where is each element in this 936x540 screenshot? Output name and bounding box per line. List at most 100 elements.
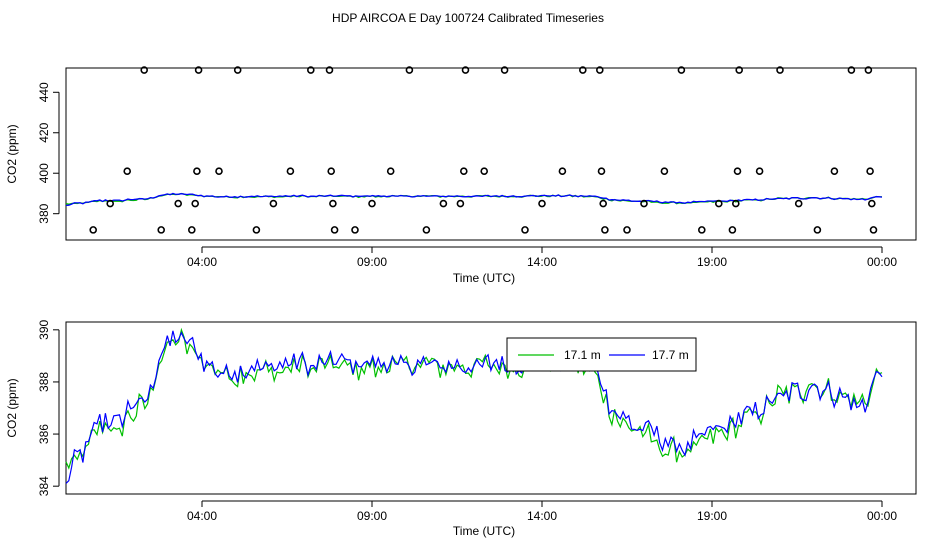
panel-bottom-x-tick-label: 09:00 [357,509,387,523]
calibration-point [677,66,686,74]
calibration-point [422,226,431,234]
calibration-point [733,167,742,175]
calibration-point [193,167,201,175]
calibration-point [538,199,546,208]
calibration-point [597,167,606,175]
calibration-point [194,66,203,74]
calibration-point [459,167,468,175]
panel-bottom-x-tick-label: 14:00 [527,509,557,523]
panel-top-x-axis: 04:00 09:00 14:00 19:00 00:00 [187,246,897,269]
calibration-point [735,66,744,74]
calibration-point [439,199,448,208]
calibration-point [660,167,669,175]
calibration-point [601,226,609,234]
calibration-point [697,226,706,234]
panel-top-series [65,192,883,207]
panel-top-x-label: Time (UTC) [453,271,515,285]
calibration-point [776,66,784,74]
panel-top-y-label: CO2 (ppm) [5,124,19,183]
panel-bottom-y-tick-label: 386 [37,424,51,444]
calibration-point [456,199,465,208]
calibration-point [286,167,295,175]
panel-bottom-y-tick-label: 384 [37,476,51,496]
calibration-point [521,226,529,234]
panel-top-y-tick-label: 440 [37,82,51,102]
panel-bottom-series [65,327,883,484]
panel-top-series-line-1 [65,192,883,207]
panel-top-y-axis: 380 400 420 440 [37,82,60,224]
calibration-point [731,199,740,208]
calibration-point [813,226,822,234]
panel-top-calibration-points [89,66,878,234]
legend: 17.1 m 17.7 m [506,337,697,372]
panel-top-x-tick-label: 09:00 [357,255,387,269]
legend-label-17-1m: 17.1 m [564,348,601,362]
panel-top-x-tick-label: 00:00 [867,255,897,269]
calibration-point [269,199,278,208]
calibration-point [330,226,339,234]
calibration-point [123,167,131,175]
calibration-point [866,167,874,175]
calibration-point [329,199,337,208]
calibration-point [714,199,723,208]
panel-bottom-series-line-0 [65,327,883,470]
panel-bottom-frame [65,321,917,495]
calibration-point [869,226,878,234]
calibration-point [157,226,165,234]
calibration-point [623,226,631,234]
calibration-point [595,66,604,74]
panel-bottom-y-axis: 384 386 388 390 [37,319,60,496]
panel-bottom-y-label: CO2 (ppm) [5,378,19,437]
panel-top-x-tick-label: 04:00 [187,255,217,269]
calibration-point [558,167,567,175]
panel-top: 04:00 09:00 14:00 19:00 00:00 380 400 420 440 T… [5,66,917,285]
panel-bottom-y-tick-label: 388 [37,372,51,392]
calibration-point [500,66,509,74]
panel-bottom-y-tick-label: 390 [37,319,51,339]
calibration-point [599,199,608,208]
calibration-point [252,226,261,234]
calibration-point [351,226,359,234]
calibration-point [461,66,470,74]
panel-bottom-x-axis: 04:00 09:00 14:00 19:00 00:00 [187,500,897,523]
calibration-point [578,66,587,74]
calibration-point [191,199,199,208]
calibration-point [368,199,376,208]
calibration-point [106,199,114,208]
calibration-point [140,66,148,74]
panel-top-y-tick-label: 420 [37,122,51,142]
panel-bottom-x-label: Time (UTC) [453,524,515,538]
legend-box [506,337,697,372]
panel-bottom-x-tick-label: 04:00 [187,509,217,523]
calibration-point [640,199,648,208]
panel-top-x-tick-label: 14:00 [527,255,557,269]
calibration-point [864,66,873,74]
figure-title: HDP AIRCOA E Day 100724 Calibrated Times… [332,11,604,25]
calibration-point [755,167,764,175]
calibration-point [480,167,489,175]
calibration-point [794,199,803,208]
calibration-point [233,66,242,74]
panel-top-frame [65,67,917,241]
calibration-point [89,226,97,234]
calibration-point [327,167,336,175]
panel-bottom-series-line-1 [65,330,883,484]
calibration-point [174,199,182,208]
panel-top-y-tick-label: 380 [37,203,51,223]
calibration-point [847,66,856,74]
calibration-point [405,66,414,74]
calibration-point [306,66,315,74]
calibration-point [830,167,839,175]
legend-label-17-7m: 17.7 m [652,348,689,362]
panel-top-x-tick-label: 19:00 [697,255,727,269]
calibration-point [728,226,737,234]
panel-bottom-x-tick-label: 19:00 [697,509,727,523]
calibration-point [386,167,395,175]
calibration-point [215,167,223,175]
panel-bottom-x-tick-label: 00:00 [867,509,897,523]
panel-top-series-line-0 [65,192,883,205]
panel-top-y-tick-label: 400 [37,163,51,183]
calibration-point [867,199,876,208]
calibration-point [325,66,334,74]
